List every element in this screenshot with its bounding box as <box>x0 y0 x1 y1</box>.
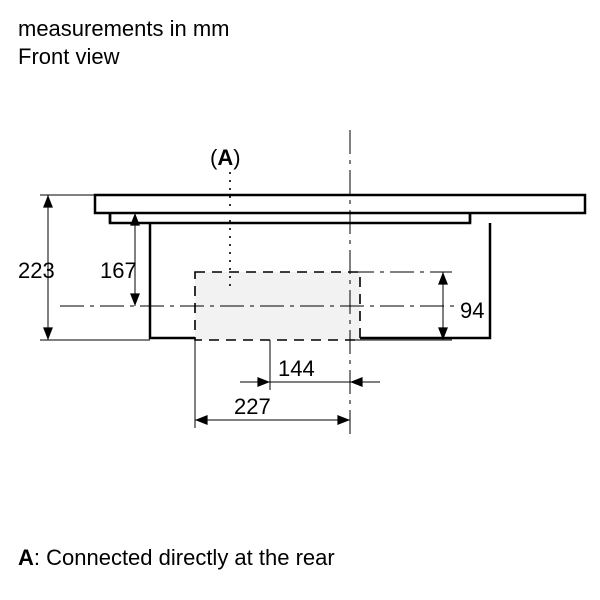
footer-text: : Connected directly at the rear <box>34 545 335 570</box>
technical-drawing: (A) 223 167 94 144 227 <box>0 0 600 600</box>
footer-note: A: Connected directly at the rear <box>18 545 335 571</box>
svg-text:227: 227 <box>234 394 271 419</box>
svg-text:223: 223 <box>18 258 55 283</box>
callout-label: (A) <box>210 145 241 170</box>
footer-key: A <box>18 545 34 570</box>
svg-text:94: 94 <box>460 298 484 323</box>
svg-text:144: 144 <box>278 356 315 381</box>
svg-text:167: 167 <box>100 258 137 283</box>
